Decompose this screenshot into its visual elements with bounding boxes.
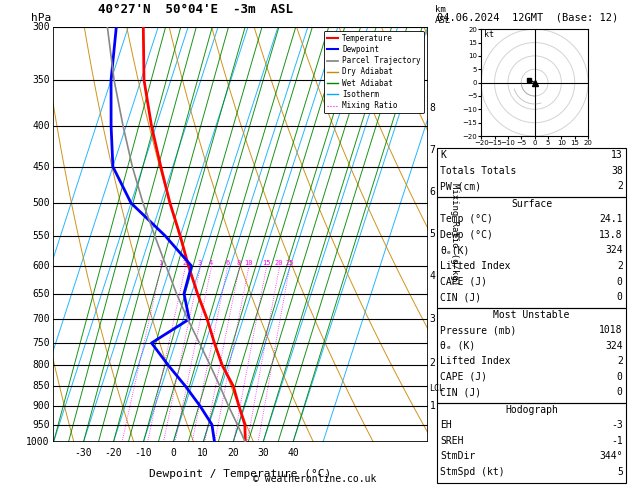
Text: 5: 5 bbox=[430, 229, 435, 239]
Text: 550: 550 bbox=[32, 231, 50, 241]
Text: CAPE (J): CAPE (J) bbox=[440, 277, 487, 287]
Text: θₑ (K): θₑ (K) bbox=[440, 341, 476, 351]
Text: 300: 300 bbox=[32, 22, 50, 32]
Text: 500: 500 bbox=[32, 198, 50, 208]
Text: Lifted Index: Lifted Index bbox=[440, 261, 511, 271]
Text: 400: 400 bbox=[32, 121, 50, 131]
Text: 344°: 344° bbox=[599, 451, 623, 462]
Text: 350: 350 bbox=[32, 75, 50, 85]
Text: -1: -1 bbox=[611, 436, 623, 446]
Text: 650: 650 bbox=[32, 289, 50, 298]
Text: 324: 324 bbox=[605, 341, 623, 351]
Text: 7: 7 bbox=[430, 145, 435, 155]
Text: 800: 800 bbox=[32, 360, 50, 370]
Text: 13: 13 bbox=[611, 150, 623, 160]
Text: 2: 2 bbox=[183, 260, 187, 266]
Text: Surface: Surface bbox=[511, 199, 552, 209]
Text: Pressure (mb): Pressure (mb) bbox=[440, 325, 516, 335]
Text: 0: 0 bbox=[617, 277, 623, 287]
Text: -3: -3 bbox=[611, 420, 623, 431]
Text: 13.8: 13.8 bbox=[599, 230, 623, 240]
Text: 30: 30 bbox=[257, 449, 269, 458]
Text: 2: 2 bbox=[617, 261, 623, 271]
Text: K: K bbox=[440, 150, 446, 160]
Text: Dewpoint / Temperature (°C): Dewpoint / Temperature (°C) bbox=[150, 469, 331, 479]
Text: LCL: LCL bbox=[430, 383, 445, 393]
Text: hPa: hPa bbox=[31, 13, 51, 22]
Text: 3: 3 bbox=[430, 314, 435, 324]
Text: 0: 0 bbox=[617, 387, 623, 398]
Text: StmSpd (kt): StmSpd (kt) bbox=[440, 467, 505, 477]
Text: 450: 450 bbox=[32, 162, 50, 172]
Text: 25: 25 bbox=[285, 260, 294, 266]
Text: 700: 700 bbox=[32, 314, 50, 324]
Text: 20: 20 bbox=[227, 449, 239, 458]
Text: 04.06.2024  12GMT  (Base: 12): 04.06.2024 12GMT (Base: 12) bbox=[437, 12, 618, 22]
Text: Dewp (°C): Dewp (°C) bbox=[440, 230, 493, 240]
Text: 950: 950 bbox=[32, 419, 50, 430]
Text: 1018: 1018 bbox=[599, 325, 623, 335]
Text: Hodograph: Hodograph bbox=[505, 405, 558, 415]
Text: SREH: SREH bbox=[440, 436, 464, 446]
Text: 10: 10 bbox=[244, 260, 253, 266]
Text: 2: 2 bbox=[430, 358, 435, 368]
Text: 5: 5 bbox=[617, 467, 623, 477]
Text: 15: 15 bbox=[262, 260, 270, 266]
Text: 0: 0 bbox=[170, 449, 176, 458]
Text: 6: 6 bbox=[225, 260, 230, 266]
Text: © weatheronline.co.uk: © weatheronline.co.uk bbox=[253, 473, 376, 484]
Text: 20: 20 bbox=[275, 260, 283, 266]
Text: StmDir: StmDir bbox=[440, 451, 476, 462]
Legend: Temperature, Dewpoint, Parcel Trajectory, Dry Adiabat, Wet Adiabat, Isotherm, Mi: Temperature, Dewpoint, Parcel Trajectory… bbox=[324, 31, 424, 113]
Text: 3: 3 bbox=[198, 260, 202, 266]
Text: 40°27'N  50°04'E  -3m  ASL: 40°27'N 50°04'E -3m ASL bbox=[98, 3, 293, 17]
Text: 750: 750 bbox=[32, 338, 50, 348]
Text: 38: 38 bbox=[611, 166, 623, 176]
Text: 1000: 1000 bbox=[26, 437, 50, 447]
Text: km
ASL: km ASL bbox=[435, 5, 452, 25]
Text: PW (cm): PW (cm) bbox=[440, 181, 481, 191]
Text: EH: EH bbox=[440, 420, 452, 431]
Text: CAPE (J): CAPE (J) bbox=[440, 372, 487, 382]
Text: 0: 0 bbox=[617, 372, 623, 382]
Text: 10: 10 bbox=[198, 449, 209, 458]
Text: 4: 4 bbox=[430, 271, 435, 281]
Text: 600: 600 bbox=[32, 261, 50, 271]
Text: CIN (J): CIN (J) bbox=[440, 387, 481, 398]
Text: 2: 2 bbox=[617, 356, 623, 366]
Text: 8: 8 bbox=[237, 260, 241, 266]
Text: CIN (J): CIN (J) bbox=[440, 292, 481, 302]
Text: Temp (°C): Temp (°C) bbox=[440, 214, 493, 225]
Text: 8: 8 bbox=[430, 104, 435, 113]
Text: θₑ(K): θₑ(K) bbox=[440, 245, 470, 256]
Text: -30: -30 bbox=[75, 449, 92, 458]
Text: 4: 4 bbox=[209, 260, 213, 266]
Text: 324: 324 bbox=[605, 245, 623, 256]
Text: 900: 900 bbox=[32, 401, 50, 411]
Text: 850: 850 bbox=[32, 381, 50, 391]
Text: 6: 6 bbox=[430, 187, 435, 197]
Text: 1: 1 bbox=[159, 260, 163, 266]
Text: -10: -10 bbox=[135, 449, 152, 458]
Text: 2: 2 bbox=[617, 181, 623, 191]
Text: 1: 1 bbox=[430, 401, 435, 411]
Text: 24.1: 24.1 bbox=[599, 214, 623, 225]
Text: Totals Totals: Totals Totals bbox=[440, 166, 516, 176]
Text: 0: 0 bbox=[617, 292, 623, 302]
Text: kt: kt bbox=[484, 30, 494, 39]
Text: Mixing Ratio (g/kg): Mixing Ratio (g/kg) bbox=[450, 183, 459, 286]
Text: -20: -20 bbox=[104, 449, 122, 458]
Text: Most Unstable: Most Unstable bbox=[493, 310, 570, 320]
Text: Lifted Index: Lifted Index bbox=[440, 356, 511, 366]
Text: 40: 40 bbox=[287, 449, 299, 458]
